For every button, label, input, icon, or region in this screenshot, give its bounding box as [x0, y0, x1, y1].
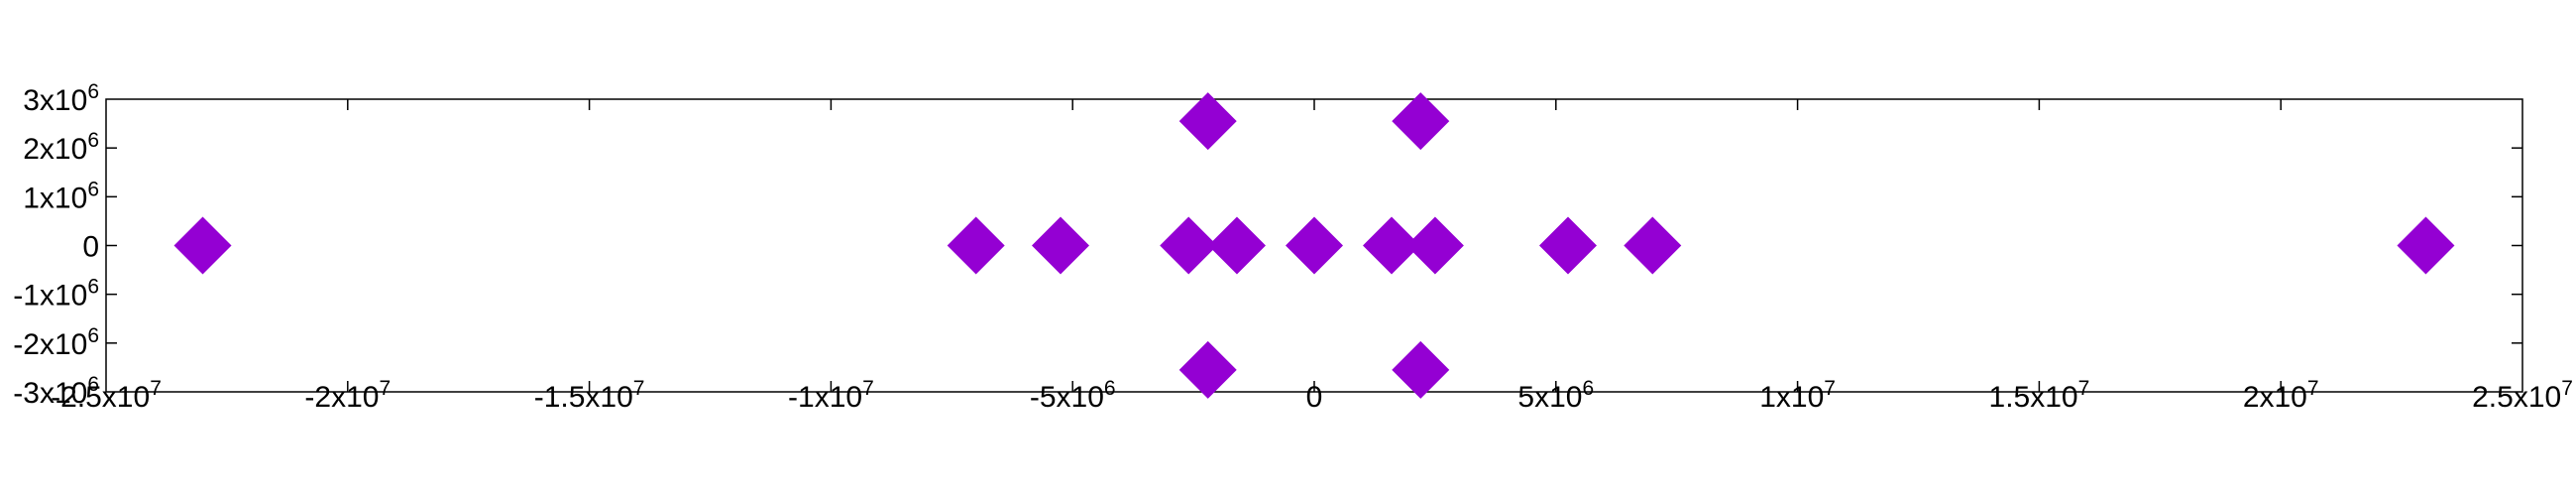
x-tick-label: 0	[1306, 381, 1323, 414]
x-axis-ticks: -2.5x107 -2x107 -1.5x107 -1x107 -5x106 0 5x106…	[51, 99, 2573, 414]
x-tick-label: 2.5x107	[2472, 377, 2573, 414]
data-points	[173, 92, 2455, 399]
x-tick-label: -1.5x107	[534, 377, 645, 414]
data-point	[173, 216, 232, 275]
x-tick-label: 1.5x107	[1989, 377, 2090, 414]
data-point	[1286, 216, 1343, 275]
y-tick-label: 3x106	[23, 80, 99, 117]
data-point	[2397, 216, 2455, 275]
y-tick-label: 1x106	[23, 178, 99, 214]
data-point	[1032, 216, 1090, 275]
data-point	[1160, 216, 1218, 275]
y-tick-label: -3x106	[13, 373, 99, 410]
data-point	[1624, 216, 1682, 275]
x-tick-label: -2.5x107	[51, 377, 162, 414]
data-point	[1405, 216, 1464, 275]
data-point	[1392, 340, 1450, 399]
data-point	[1392, 92, 1450, 151]
y-tick-label: -1x106	[13, 276, 99, 312]
x-tick-label: 5x106	[1517, 377, 1594, 414]
data-point	[1178, 92, 1237, 151]
x-tick-label: -1x107	[788, 377, 874, 414]
x-tick-label: 2x107	[2243, 377, 2319, 414]
x-tick-label: 1x107	[1759, 377, 1836, 414]
y-tick-label: -2x106	[13, 324, 99, 361]
y-tick-label: 2x106	[23, 129, 99, 166]
data-point	[947, 216, 1005, 275]
x-tick-label: -5x106	[1030, 377, 1116, 414]
data-point	[1178, 340, 1237, 399]
y-axis-ticks: 3x106 2x106 1x106 0 -1x106 -2x106 -3x106	[13, 80, 2522, 410]
data-point	[1538, 216, 1597, 275]
data-point	[1207, 216, 1266, 275]
x-tick-label: -2x107	[304, 377, 391, 414]
y-tick-label: 0	[82, 231, 99, 264]
data-point	[1363, 216, 1421, 275]
